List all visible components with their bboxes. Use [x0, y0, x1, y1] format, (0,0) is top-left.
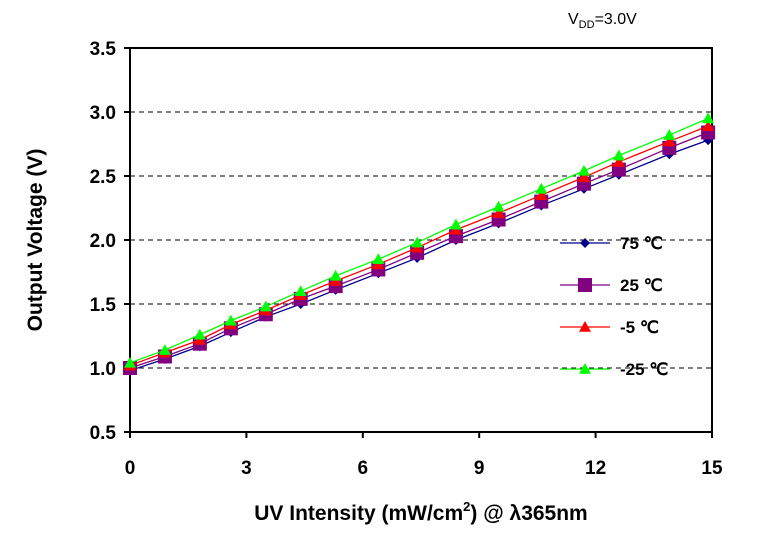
- data-point: [492, 207, 505, 218]
- data-point: [193, 328, 206, 340]
- series-line: [129, 117, 709, 364]
- data-point: [294, 285, 307, 296]
- x-tick-label: 0: [125, 458, 136, 479]
- data-point: [492, 200, 505, 212]
- legend-label: 75 ℃: [620, 234, 663, 253]
- x-tick-label: 12: [585, 458, 606, 479]
- legend-marker: [578, 278, 592, 292]
- data-point: [577, 164, 590, 176]
- y-tick-label: 3.0: [90, 103, 116, 124]
- data-point: [124, 356, 136, 368]
- data-point: [612, 149, 625, 161]
- y-tick-label: 2.0: [90, 231, 116, 252]
- data-point: [612, 155, 625, 167]
- series-line: [129, 131, 709, 369]
- data-point: [329, 269, 342, 281]
- legend-marker: [579, 363, 591, 374]
- y-axis-ticks: 0.5 1.0 1.5 2.0 2.5 3.0 3.5: [90, 39, 130, 444]
- vdd-annotation: VDD=3.0V: [568, 11, 637, 31]
- x-axis-title-post: ) @ λ365nm: [470, 502, 587, 525]
- data-point: [535, 189, 548, 200]
- data-point: [158, 344, 171, 355]
- data-point: [372, 253, 385, 264]
- data-point: [449, 218, 462, 230]
- x-tick-label: 3: [241, 458, 252, 479]
- legend-marker: [579, 321, 591, 332]
- legend-entry: -5 ℃: [560, 318, 659, 337]
- vdd-sub: DD: [579, 19, 595, 31]
- y-tick-label: 1.5: [90, 295, 117, 316]
- data-point: [259, 300, 272, 312]
- vdd-rest: =3.0V: [595, 11, 638, 28]
- series-line: [129, 125, 709, 367]
- x-tick-label: 15: [701, 458, 723, 479]
- legend-label: -5 ℃: [620, 318, 659, 337]
- y-axis-title: Output Voltage (V): [24, 149, 47, 332]
- data-point: [224, 314, 237, 326]
- x-tick-label: 9: [474, 458, 485, 479]
- legend-entry: -25 ℃: [560, 360, 668, 379]
- data-point: [663, 135, 676, 147]
- legend-label: -25 ℃: [620, 360, 668, 379]
- data-point: [702, 112, 715, 124]
- x-axis-title: UV Intensity (mW/cm2) @ λ365nm: [254, 499, 587, 525]
- y-tick-label: 2.5: [90, 167, 117, 188]
- legend-entry: 25 ℃: [560, 276, 663, 295]
- legend-marker: [580, 238, 590, 248]
- legend-label: 25 ℃: [620, 276, 663, 295]
- legend-entry: 75 ℃: [560, 234, 663, 253]
- data-point: [411, 236, 424, 248]
- series-layer: [123, 112, 716, 376]
- data-point: [663, 129, 676, 140]
- data-point: [577, 171, 590, 183]
- y-tick-label: 0.5: [90, 423, 117, 444]
- x-axis-ticks: 0 3 6 9 12 15: [125, 432, 723, 479]
- x-tick-label: 6: [358, 458, 369, 479]
- data-point: [535, 182, 548, 194]
- legend: 75 ℃ 25 ℃ -5 ℃ -25 ℃: [560, 234, 668, 379]
- vdd-main: V: [568, 11, 579, 28]
- y-tick-label: 1.0: [90, 359, 116, 380]
- data-point: [702, 120, 715, 131]
- x-axis-title-sup: 2: [463, 499, 470, 514]
- series-line: [129, 139, 709, 372]
- series-3: [124, 112, 715, 368]
- y-tick-label: 3.5: [90, 39, 117, 60]
- x-axis-title-pre: UV Intensity (mW/cm: [254, 502, 463, 525]
- gridlines: [130, 111, 712, 369]
